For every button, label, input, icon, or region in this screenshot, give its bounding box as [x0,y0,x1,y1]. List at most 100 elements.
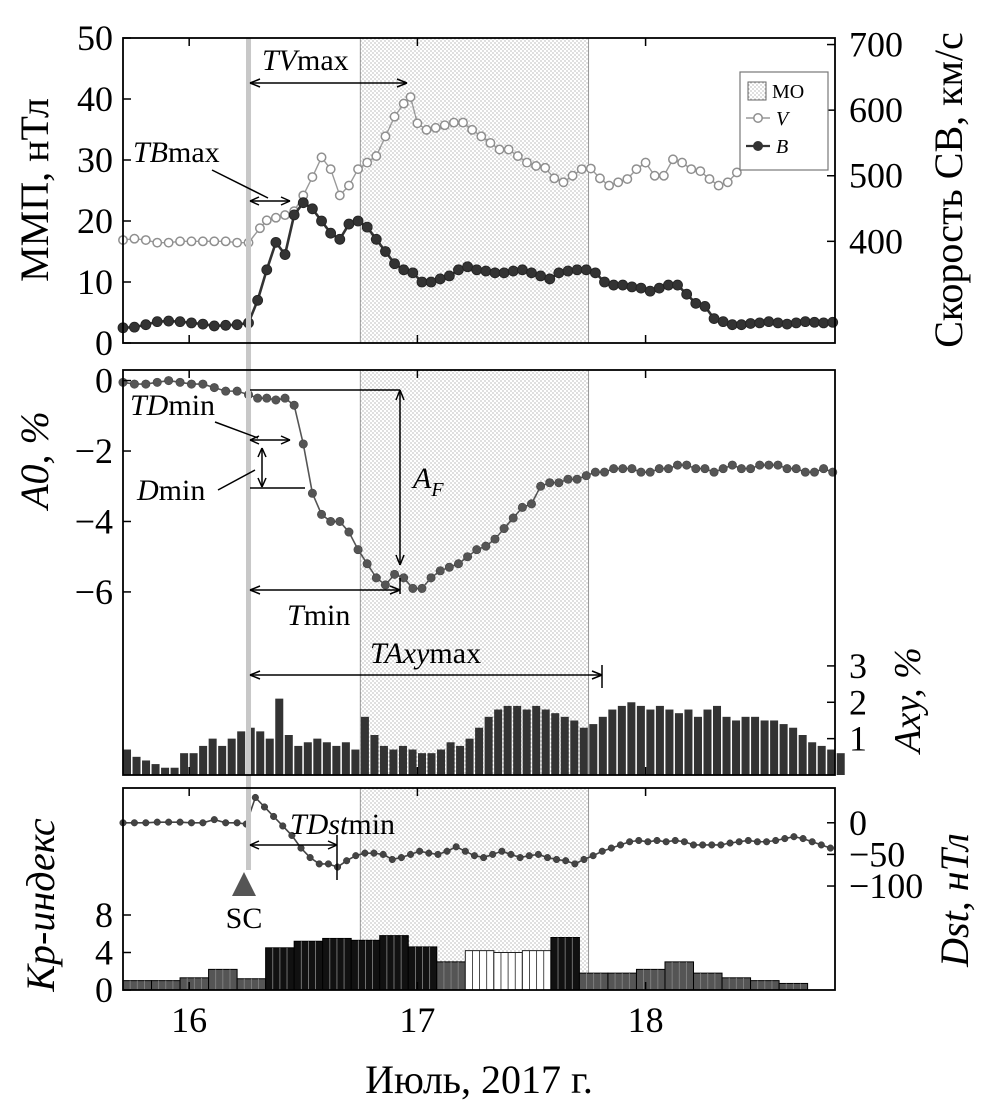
label-tdmin: TDmin [130,389,215,422]
axy-bar-45 [551,713,560,775]
dmin-arrowhead [257,447,267,488]
Dst-point-71 [790,833,798,841]
label-tvmax: TVmax [262,44,349,77]
axy-bar-67 [760,720,769,775]
Dst-point-30 [416,847,424,855]
V-point-49 [585,163,596,174]
A0-point-44 [545,478,555,488]
V-point-9 [220,236,231,247]
B-point-43 [535,270,547,282]
V-point-47 [567,170,578,181]
axy-bar-58 [674,713,683,775]
Dst-point-2 [142,819,150,827]
label-tbmax: TBmax [133,136,220,169]
V-point-6 [186,236,197,247]
a0-ytick-2-label: −4 [75,501,113,541]
af-arrowhead [395,389,405,566]
Dst-point-7 [199,819,207,827]
kp-ytick-0-label: 0 [95,970,113,1010]
B-point-70 [781,318,793,330]
V-point-48 [576,164,587,175]
axy-bar-72 [808,742,817,775]
Dst-point-15 [279,822,287,830]
V-point-18 [307,172,318,183]
mo-shade-top [359,37,590,344]
Dst-point-55 [644,838,652,846]
Dst-point-45 [553,855,561,864]
B-point-60 [690,297,702,309]
tdstmin-arrowhead [249,840,338,850]
B-point-17 [297,197,309,209]
B-point-1 [129,321,140,333]
V-point-2 [140,235,151,245]
Dst-point-75 [826,844,834,852]
ylabel-a0: A0, % [12,411,57,512]
B-point-46 [562,265,574,277]
A0-point-32 [435,566,445,576]
B-point-73 [809,316,820,328]
axy-bar-25 [360,716,369,775]
B-point-2 [140,319,152,331]
B-point-28 [398,264,410,276]
legend-b-label: B [776,136,788,158]
V-point-10 [232,237,243,248]
axy-bar-8 [199,745,208,775]
B-point-63 [717,316,729,328]
B-point-23 [352,215,364,227]
A0-point-13 [262,393,272,403]
B-point-71 [790,317,802,329]
B-point-41 [516,264,528,276]
Dst-point-68 [762,838,771,846]
Dst-point-31 [425,849,433,857]
Dst-point-58 [671,836,679,845]
a0-ytick-0-label: 0 [95,361,113,401]
B-point-56 [653,282,665,294]
b-series [117,197,839,334]
legend-mo-label: МО [772,81,804,103]
axy-bar-62 [713,705,722,775]
dmin-pointer [217,469,256,491]
V-point-44 [540,162,551,173]
axy-bar-54 [636,705,645,775]
Dst-point-61 [699,841,707,849]
tbmax-pointer [211,169,269,199]
axy-bar-64 [732,720,741,775]
panel-frame-top [122,37,836,344]
Dst-point-56 [653,836,661,845]
dst-series [119,793,834,871]
Dst-point-32 [434,850,442,858]
B-point-15 [279,249,291,260]
label-dmin: Dmin [136,474,205,507]
axy-bar-5 [170,767,179,775]
A0-point-39 [499,524,509,534]
A0-point-60 [691,464,701,474]
A0-point-57 [663,464,673,474]
axy-bar-30 [408,749,417,775]
A0-point-69 [773,460,783,470]
Dst-point-33 [443,847,451,855]
B-point-31 [425,276,437,288]
V-point-46 [558,177,569,188]
V-point-35 [458,117,468,128]
B-point-27 [389,258,400,270]
B-point-47 [571,264,583,276]
axy-bar-75 [836,753,845,775]
Dst-point-63 [717,841,725,849]
A0-point-43 [536,481,546,491]
Dst-point-51 [607,844,615,852]
A0-point-27 [390,569,400,579]
B-point-8 [208,320,220,332]
axy-bar-71 [798,735,807,775]
kp-ytick-1-label: 4 [95,933,113,973]
B-point-3 [151,316,163,328]
A0-point-9 [221,386,231,396]
V-point-13 [261,215,272,226]
B-point-57 [663,279,674,291]
Dst-point-39 [498,847,506,855]
A0-point-6 [186,379,196,389]
V-point-20 [325,164,336,175]
tbmax-arrowhead [249,196,291,206]
V-point-61 [695,166,706,177]
B-point-21 [334,233,346,245]
axy-bar-32 [427,753,436,775]
